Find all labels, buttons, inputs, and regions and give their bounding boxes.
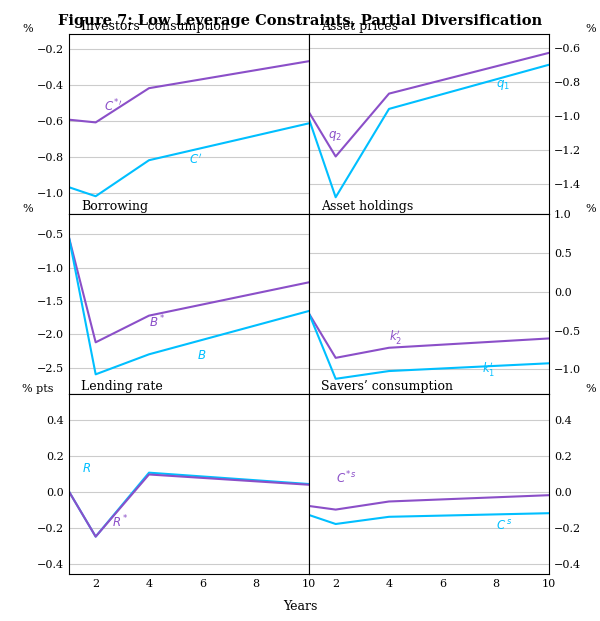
Text: % pts: % pts bbox=[22, 384, 54, 394]
Text: $R^*$: $R^*$ bbox=[112, 514, 128, 530]
Text: Years: Years bbox=[283, 600, 317, 613]
Text: $C^{\prime}$: $C^{\prime}$ bbox=[189, 153, 202, 168]
Text: Asset holdings: Asset holdings bbox=[321, 200, 413, 213]
Text: Figure 7: Low Leverage Constraints, Partial Diversification: Figure 7: Low Leverage Constraints, Part… bbox=[58, 14, 542, 29]
Text: %: % bbox=[585, 24, 596, 34]
Text: Lending rate: Lending rate bbox=[81, 380, 163, 393]
Text: Borrowing: Borrowing bbox=[81, 200, 148, 213]
Text: $R$: $R$ bbox=[82, 461, 91, 474]
Text: %: % bbox=[22, 204, 33, 214]
Text: Savers’ consumption: Savers’ consumption bbox=[321, 380, 453, 393]
Text: $k_1^{\prime}$: $k_1^{\prime}$ bbox=[482, 361, 496, 378]
Text: $C^{\,s}$: $C^{\,s}$ bbox=[496, 519, 512, 533]
Text: %: % bbox=[585, 204, 596, 214]
Text: $C^{*\,s}$: $C^{*\,s}$ bbox=[335, 469, 356, 486]
Text: %: % bbox=[585, 384, 596, 394]
Text: Investors’ consumption: Investors’ consumption bbox=[81, 20, 229, 33]
Text: %: % bbox=[22, 24, 33, 34]
Text: Asset prices: Asset prices bbox=[321, 20, 398, 33]
Text: $B$: $B$ bbox=[197, 349, 206, 362]
Text: $q_2$: $q_2$ bbox=[328, 129, 341, 143]
Text: $C^{*\,\prime}$: $C^{*\,\prime}$ bbox=[104, 98, 122, 114]
Text: $B^*$: $B^*$ bbox=[149, 314, 166, 330]
Text: $k_2^{\prime}$: $k_2^{\prime}$ bbox=[389, 328, 402, 346]
Text: $q_1$: $q_1$ bbox=[496, 78, 509, 92]
